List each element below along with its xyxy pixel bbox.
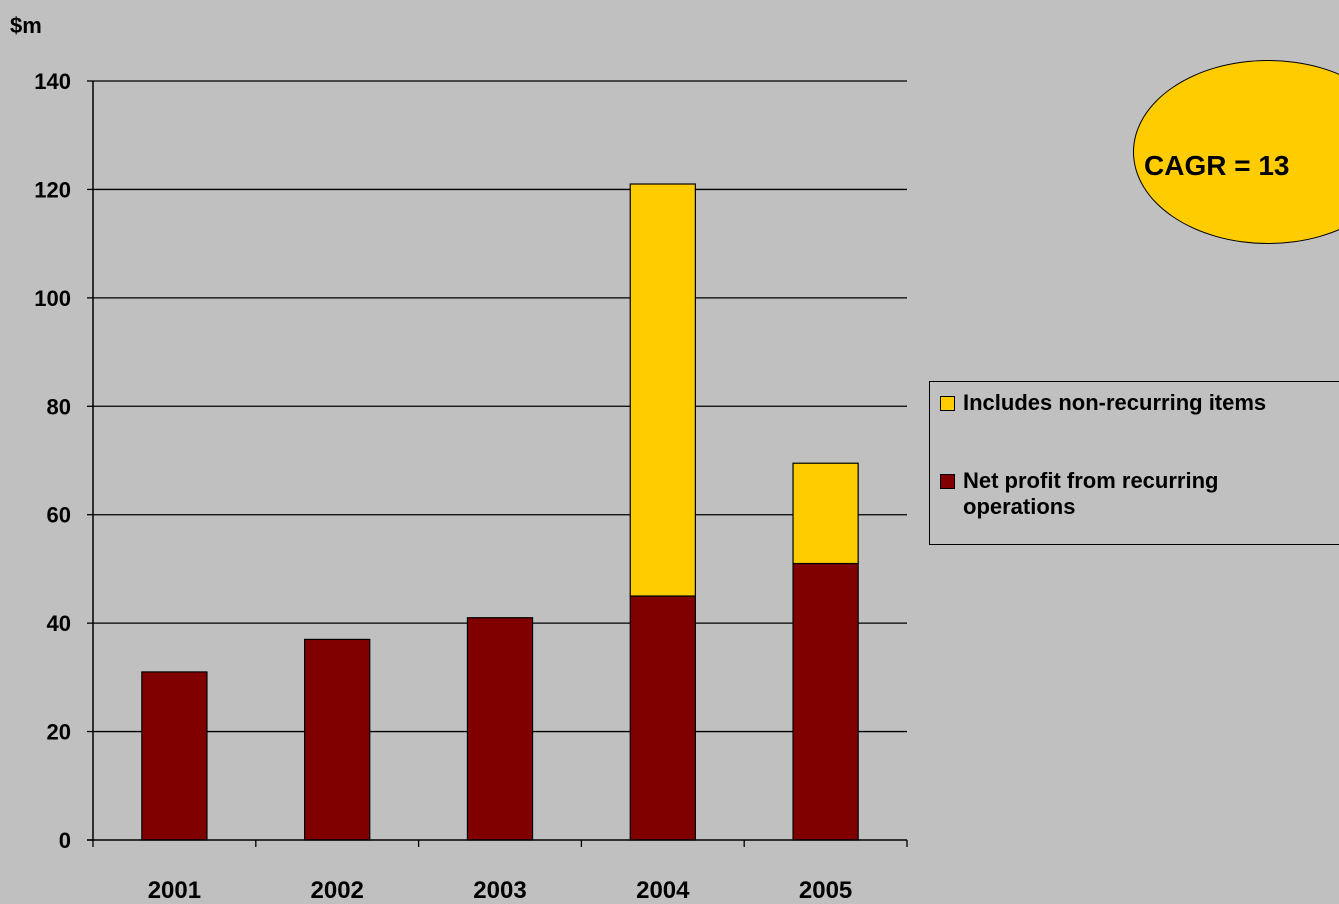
bar-2001-series-0: [141, 671, 208, 841]
legend-swatch-recurring: [940, 474, 955, 489]
bar-2005-series-1: [792, 462, 859, 565]
bar-2003-series-0: [466, 617, 534, 841]
legend-label-recurring: Net profit from recurring operations: [963, 468, 1219, 519]
x-tick-label: 2005: [799, 877, 852, 904]
bar-2004-series-1: [629, 183, 696, 597]
gridlines: [93, 80, 907, 733]
axes: 0 20 40 60 80 100 120 140 2001 2002 2003 2004 2005: [34, 69, 908, 904]
y-tick-label: 0: [59, 828, 71, 853]
bar-2005-series-0: [792, 562, 859, 841]
x-tick-label: 2002: [311, 877, 364, 904]
y-tick-label: 100: [34, 286, 71, 311]
y-tick-label: 120: [34, 177, 71, 202]
legend-label-non-recurring: Includes non-recurring items: [963, 390, 1267, 415]
x-tick-label: 2001: [148, 877, 201, 904]
y-tick-label: 60: [47, 503, 71, 528]
cagr-badge: [1133, 60, 1339, 244]
y-tick-label: 80: [47, 394, 71, 419]
y-tick-label: 140: [34, 69, 71, 94]
legend-item-non-recurring: Includes non-recurring items: [940, 390, 1303, 416]
y-tick-label: 20: [47, 720, 71, 745]
x-tick-label: 2003: [473, 877, 526, 904]
bar-2002-series-0: [304, 638, 371, 841]
cagr-text: CAGR = 13: [1144, 150, 1290, 181]
y-axis-label: $m: [10, 13, 42, 38]
legend-swatch-non-recurring: [940, 396, 955, 411]
x-tick-label: 2004: [636, 877, 690, 904]
y-tick-label: 40: [47, 611, 71, 636]
bar-2004-series-0: [629, 595, 696, 841]
legend: Includes non-recurring items Net profit …: [929, 381, 1339, 545]
legend-item-recurring: Net profit from recurring operations: [940, 468, 1303, 520]
bars: [141, 183, 859, 841]
